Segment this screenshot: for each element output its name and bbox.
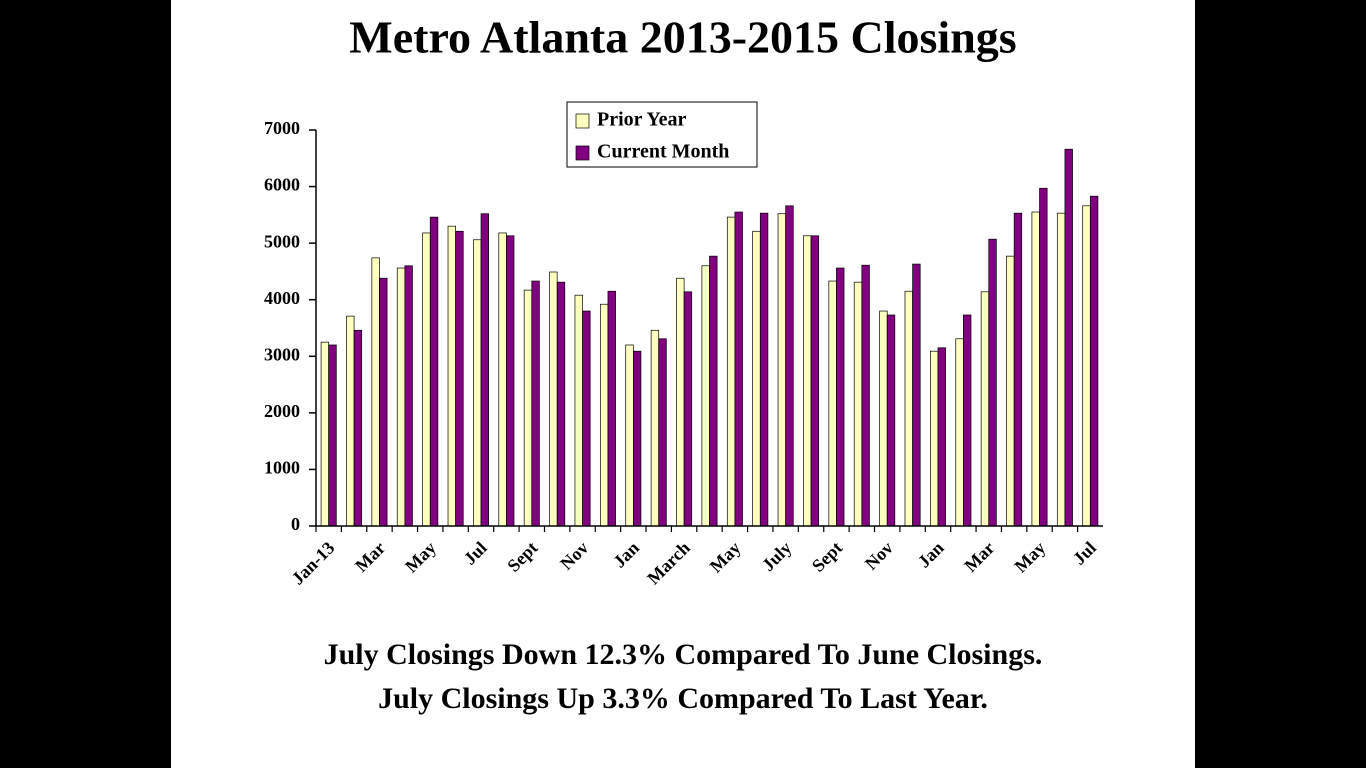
bar xyxy=(523,289,533,527)
legend-label: Current Month xyxy=(597,141,729,163)
bar xyxy=(1089,195,1099,527)
bar xyxy=(988,238,997,527)
bar xyxy=(625,344,634,527)
legend-swatch xyxy=(575,145,590,161)
legend-swatch xyxy=(575,113,590,129)
bar xyxy=(803,235,812,527)
bar xyxy=(320,341,330,527)
bar xyxy=(759,212,769,527)
bar xyxy=(861,264,870,527)
bar xyxy=(937,347,946,527)
bar xyxy=(658,338,667,527)
bar xyxy=(480,213,489,527)
bar xyxy=(963,314,972,527)
bar xyxy=(650,329,660,527)
bar xyxy=(955,338,964,527)
bar xyxy=(473,239,482,527)
bar xyxy=(328,344,337,527)
bar xyxy=(734,211,743,527)
bar xyxy=(1031,211,1040,527)
annotation: July Closings Up 3.3% Compared To Last Y… xyxy=(378,682,988,715)
bar xyxy=(396,267,406,527)
bar xyxy=(531,280,540,527)
bar xyxy=(810,235,820,527)
bar xyxy=(1082,205,1091,527)
bar xyxy=(346,315,355,527)
bar xyxy=(582,310,591,527)
bar xyxy=(836,267,845,527)
bar xyxy=(353,329,363,527)
annotation: July Closings Down 12.3% Compared To Jun… xyxy=(324,638,1043,671)
bar xyxy=(701,265,710,527)
bar xyxy=(1039,187,1048,527)
chart-title: Metro Atlanta 2013-2015 Closings xyxy=(349,12,1016,63)
bar xyxy=(853,281,863,527)
legend-label: Prior Year xyxy=(597,109,687,131)
bar xyxy=(752,230,761,527)
bar xyxy=(828,280,837,527)
bar xyxy=(785,205,794,527)
bar xyxy=(912,263,921,527)
bar xyxy=(980,291,990,527)
bar xyxy=(371,257,380,527)
bar xyxy=(498,232,507,527)
bar xyxy=(886,314,896,527)
bar xyxy=(683,291,693,527)
bar xyxy=(676,277,685,527)
bar xyxy=(455,230,464,527)
bar xyxy=(422,232,431,527)
bar xyxy=(404,265,413,527)
bar xyxy=(556,281,566,527)
bar xyxy=(1056,212,1066,527)
bar xyxy=(429,216,439,527)
bar xyxy=(1013,212,1023,527)
y-tick-label: 5000 xyxy=(264,231,300,251)
bar xyxy=(904,290,913,527)
bar xyxy=(574,294,583,527)
bar xyxy=(777,213,787,527)
y-tick-label: 4000 xyxy=(264,288,300,308)
bar xyxy=(879,310,888,527)
bar xyxy=(599,303,609,527)
bar xyxy=(549,271,558,527)
y-tick-label: 2000 xyxy=(264,401,300,421)
bar xyxy=(726,216,736,527)
y-tick-label: 7000 xyxy=(264,118,300,138)
bar xyxy=(930,350,939,527)
bar xyxy=(1006,255,1015,527)
bar xyxy=(607,290,616,527)
bar xyxy=(632,350,642,527)
y-tick-label: 3000 xyxy=(264,344,300,364)
legend-box xyxy=(566,101,758,168)
bar xyxy=(1064,148,1073,527)
y-tick-label: 1000 xyxy=(264,458,300,478)
bar xyxy=(447,225,456,527)
y-tick-label: 0 xyxy=(291,514,300,534)
bar xyxy=(709,255,718,527)
y-tick-label: 6000 xyxy=(264,175,300,195)
bar xyxy=(506,235,515,527)
bar xyxy=(379,277,388,527)
